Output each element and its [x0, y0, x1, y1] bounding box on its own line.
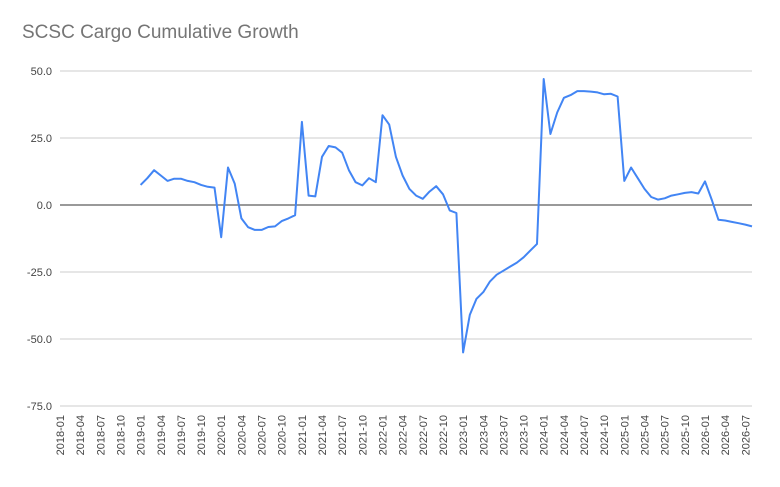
y-tick-label: -75.0 [27, 401, 52, 413]
x-tick-label: 2022-01 [377, 415, 389, 455]
x-tick-label: 2024-10 [599, 415, 611, 455]
series-line [139, 78, 753, 354]
y-axis-ticks: 50.0 25.0 0.0 -25.0 -50.0 -75.0 [27, 66, 52, 413]
y-tick-label: -50.0 [27, 334, 52, 346]
x-tick-label: 2018-07 [95, 415, 107, 455]
x-tick-label: 2026-01 [700, 415, 712, 455]
series-layer [139, 78, 753, 354]
x-tick-label: 2020-10 [277, 415, 289, 455]
y-tick-label: 25.0 [31, 133, 52, 145]
y-tick-label: -25.0 [27, 267, 52, 279]
x-tick-label: 2023-04 [478, 415, 490, 455]
x-tick-label: 2022-04 [398, 415, 410, 455]
x-tick-label: 2024-04 [559, 415, 571, 455]
x-tick-label: 2021-07 [337, 415, 349, 455]
x-tick-label: 2025-01 [619, 415, 631, 455]
x-tick-label: 2022-10 [438, 415, 450, 455]
x-tick-label: 2022-07 [418, 415, 430, 455]
x-tick-label: 2019-01 [136, 415, 148, 455]
x-tick-label: 2020-01 [216, 415, 228, 455]
x-tick-label: 2025-10 [680, 415, 692, 455]
chart-title: SCSC Cargo Cumulative Growth [22, 22, 299, 43]
x-axis-ticks: 2018-01 2018-04 2018-07 2018-10 2019-01 2019-… [55, 415, 752, 455]
x-tick-label: 2020-04 [236, 415, 248, 455]
x-tick-label: 2023-10 [519, 415, 531, 455]
x-tick-label: 2025-04 [640, 415, 652, 455]
x-tick-label: 2026-07 [740, 415, 752, 455]
x-tick-label: 2018-01 [55, 415, 67, 455]
x-tick-label: 2021-10 [357, 415, 369, 455]
x-tick-label: 2023-07 [498, 415, 510, 455]
x-tick-label: 2018-04 [75, 415, 87, 455]
x-tick-label: 2019-10 [196, 415, 208, 455]
x-tick-label: 2024-01 [539, 415, 551, 455]
x-tick-label: 2021-04 [317, 415, 329, 455]
x-tick-label: 2025-07 [660, 415, 672, 455]
x-tick-label: 2020-07 [257, 415, 269, 455]
x-tick-label: 2026-04 [720, 415, 732, 455]
x-tick-label: 2019-07 [176, 415, 188, 455]
x-tick-label: 2019-04 [156, 415, 168, 455]
x-tick-label: 2021-01 [297, 415, 309, 455]
y-tick-label: 50.0 [31, 66, 52, 78]
x-tick-label: 2018-10 [115, 415, 127, 455]
x-tick-label: 2024-07 [579, 415, 591, 455]
gridlines [60, 70, 752, 407]
y-tick-label: 0.0 [37, 200, 52, 212]
x-tick-label: 2023-01 [458, 415, 470, 455]
